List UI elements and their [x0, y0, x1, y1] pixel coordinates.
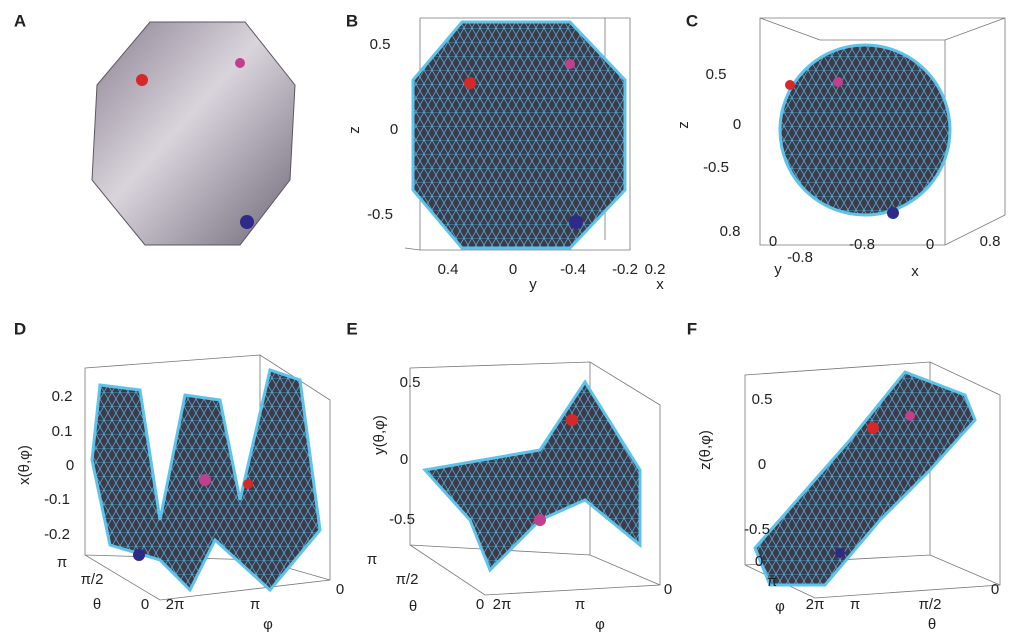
tick-label: 0.2	[52, 388, 73, 405]
tick-label: 0.4	[438, 261, 459, 278]
tick-label: π	[575, 596, 585, 613]
tick-label: 0	[336, 581, 344, 598]
tick-label: 0	[400, 451, 408, 468]
tick-label: θ	[93, 596, 101, 613]
tick-label: 0	[66, 457, 74, 474]
tick-label: -0.5	[389, 511, 415, 528]
tick-label: -0.8	[787, 249, 813, 266]
tick-label: 0	[476, 596, 484, 613]
tick-label: π	[767, 573, 777, 590]
tick-label: π	[367, 551, 377, 568]
tick-label: φ	[263, 616, 273, 632]
panel-a-art	[91, 21, 296, 246]
tick-label: 0.8	[980, 233, 1001, 250]
tick-label: y	[774, 261, 782, 278]
axis-label: z	[346, 126, 363, 134]
tick-label: 0.5	[370, 36, 391, 53]
panel-letter: A	[14, 11, 26, 30]
panel-f-art	[744, 361, 1001, 599]
panel-c-art	[759, 17, 1006, 246]
panel-letter: F	[687, 319, 697, 338]
panel-letter: D	[14, 319, 26, 338]
tick-label: -0.5	[367, 206, 393, 223]
axis-label: z	[675, 121, 692, 129]
tick-label: 2π	[493, 596, 512, 613]
tick-label: π	[850, 596, 860, 613]
panel-letter: B	[346, 11, 358, 30]
tick-label: π/2	[919, 596, 942, 613]
tick-label: 0	[755, 553, 763, 570]
axis-label: z(θ,φ)	[697, 430, 714, 470]
tick-label: 0	[991, 581, 999, 598]
tick-label: π	[57, 554, 67, 571]
tick-label: 2π	[806, 596, 825, 613]
tick-label: -0.2	[612, 261, 638, 278]
tick-label: x	[911, 263, 919, 280]
panel-letter: E	[346, 319, 357, 338]
tick-label: 0	[733, 116, 741, 133]
tick-label: 0	[769, 233, 777, 250]
tick-label: 0	[664, 581, 672, 598]
tick-label: 0.8	[720, 223, 741, 240]
tick-label: π/2	[396, 571, 419, 588]
panel-e-art	[409, 361, 661, 596]
tick-label: 0.1	[52, 423, 73, 440]
tick-label: y	[529, 276, 537, 293]
tick-label: 0	[141, 596, 149, 613]
tick-label: -0.4	[560, 261, 586, 278]
axis-label: x(θ,φ)	[16, 445, 33, 485]
tick-label: π	[250, 596, 260, 613]
tick-label: 0.5	[752, 391, 773, 408]
tick-label: -0.2	[44, 526, 70, 543]
tick-label: 0	[509, 261, 517, 278]
tick-label: -0.8	[849, 236, 875, 253]
tick-label: 2π	[166, 596, 185, 613]
tick-label: φ	[595, 616, 605, 632]
tick-label: 0	[390, 121, 398, 138]
tick-label: θ	[409, 598, 417, 615]
tick-label: 0.5	[400, 374, 421, 391]
tick-label: -0.1	[44, 491, 70, 508]
panel-d-art	[84, 354, 331, 601]
axis-label: y(θ,φ)	[371, 415, 388, 455]
tick-label: θ	[928, 616, 936, 632]
tick-label: x	[656, 276, 664, 293]
tick-label: 0	[758, 456, 766, 473]
tick-label: 0	[926, 236, 934, 253]
tick-label: -0.5	[703, 159, 729, 176]
tick-label: 0.5	[706, 66, 727, 83]
panel-b-art	[404, 17, 631, 251]
tick-label: φ	[775, 598, 785, 615]
tick-label: π/2	[81, 571, 104, 588]
tick-label: 0.2	[645, 261, 666, 278]
tick-label: -0.5	[744, 521, 770, 538]
panel-letter: C	[686, 11, 698, 30]
